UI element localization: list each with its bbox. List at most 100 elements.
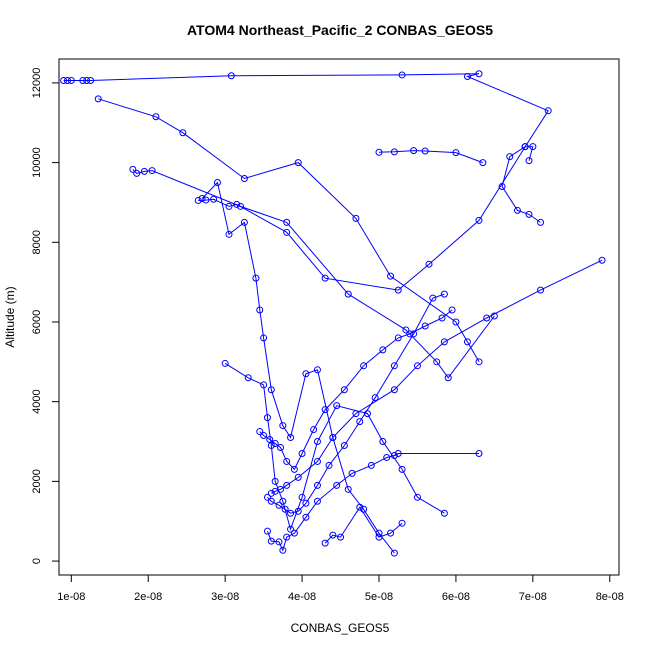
data-point bbox=[321, 406, 329, 414]
data-point bbox=[390, 386, 398, 394]
data-point bbox=[63, 77, 71, 85]
data-point bbox=[313, 497, 321, 505]
series-line-9 bbox=[267, 293, 445, 514]
data-point bbox=[263, 414, 271, 422]
y-tick-label: 0 bbox=[31, 558, 43, 564]
data-point bbox=[333, 481, 341, 489]
y-tick-label: 12000 bbox=[31, 68, 43, 99]
data-point bbox=[87, 77, 95, 85]
series-line-5 bbox=[201, 181, 395, 554]
x-axis-label: CONBAS_GEOS5 bbox=[291, 621, 390, 635]
x-tick-label: 6e-08 bbox=[442, 591, 470, 603]
y-tick-label: 10000 bbox=[31, 147, 43, 178]
data-point bbox=[383, 453, 391, 461]
data-point bbox=[321, 274, 329, 282]
data-point bbox=[298, 493, 306, 501]
data-point bbox=[356, 418, 364, 426]
x-tick-label: 1e-08 bbox=[57, 591, 85, 603]
series-line-1 bbox=[63, 73, 549, 223]
series-line-3 bbox=[132, 169, 495, 379]
data-point bbox=[348, 469, 356, 477]
data-point bbox=[440, 509, 448, 517]
data-point bbox=[294, 473, 302, 481]
data-point bbox=[390, 148, 398, 156]
data-point bbox=[260, 334, 268, 342]
data-point bbox=[140, 167, 148, 175]
data-point bbox=[298, 449, 306, 457]
data-point bbox=[452, 149, 460, 157]
y-tick-label: 6000 bbox=[31, 310, 43, 334]
data-point bbox=[421, 322, 429, 330]
x-tick-label: 3e-08 bbox=[211, 591, 239, 603]
data-point bbox=[475, 449, 483, 457]
data-point bbox=[267, 489, 275, 497]
data-point bbox=[387, 272, 395, 280]
data-point bbox=[225, 202, 233, 210]
data-point bbox=[313, 481, 321, 489]
x-tick-label: 2e-08 bbox=[134, 591, 162, 603]
data-point bbox=[313, 366, 321, 374]
data-point bbox=[421, 147, 429, 155]
data-point bbox=[198, 194, 206, 202]
series-line-6 bbox=[378, 150, 483, 164]
data-point bbox=[277, 485, 285, 493]
data-point bbox=[410, 147, 418, 155]
data-point bbox=[266, 436, 274, 444]
data-point bbox=[433, 358, 441, 366]
data-point bbox=[237, 202, 245, 210]
data-point bbox=[275, 501, 283, 509]
data-point bbox=[406, 330, 414, 338]
data-point bbox=[244, 374, 252, 382]
data-point bbox=[475, 70, 483, 78]
x-tick-label: 7e-08 bbox=[519, 591, 547, 603]
data-point bbox=[294, 507, 302, 515]
data-point bbox=[263, 527, 271, 535]
x-axis: 1e-08 2e-08 3e-08 4e-08 5e-08 6e-08 7e-08 8e-08 bbox=[57, 574, 624, 603]
x-tick-label: 8e-08 bbox=[596, 591, 624, 603]
data-point bbox=[529, 143, 537, 151]
data-point bbox=[252, 274, 260, 282]
data-point bbox=[283, 533, 291, 541]
data-point bbox=[525, 210, 533, 218]
data-point bbox=[438, 314, 446, 322]
data-point bbox=[394, 286, 402, 294]
data-point bbox=[267, 537, 275, 545]
data-point bbox=[129, 165, 137, 173]
data-point bbox=[344, 485, 352, 493]
data-point bbox=[525, 157, 533, 165]
data-point bbox=[367, 461, 375, 469]
data-point bbox=[267, 386, 275, 394]
data-point bbox=[202, 196, 210, 204]
data-point bbox=[440, 338, 448, 346]
x-tick-label: 4e-08 bbox=[288, 591, 316, 603]
data-point bbox=[360, 362, 368, 370]
data-point bbox=[221, 359, 229, 367]
data-point bbox=[148, 167, 156, 175]
series-line-7 bbox=[224, 362, 445, 531]
data-point bbox=[240, 175, 248, 183]
data-point bbox=[260, 432, 268, 440]
data-point bbox=[329, 434, 337, 442]
data-point bbox=[263, 493, 271, 501]
data-point bbox=[260, 381, 268, 389]
data-point bbox=[483, 314, 491, 322]
data-point bbox=[521, 143, 529, 151]
data-point bbox=[329, 531, 337, 539]
data-point bbox=[302, 513, 310, 521]
data-point bbox=[537, 218, 545, 226]
data-point bbox=[371, 394, 379, 402]
y-axis: 0 2000 4000 6000 8000 10000 12000 bbox=[31, 68, 60, 564]
data-point bbox=[279, 422, 287, 430]
data-point bbox=[179, 129, 187, 137]
data-point bbox=[463, 73, 471, 81]
data-point bbox=[513, 206, 521, 214]
data-point bbox=[440, 290, 448, 298]
data-point bbox=[356, 503, 364, 511]
data-point bbox=[283, 228, 291, 236]
series-line-11 bbox=[324, 506, 403, 544]
data-point bbox=[398, 519, 406, 527]
data-point bbox=[398, 71, 406, 79]
data-point bbox=[271, 477, 279, 485]
data-point bbox=[210, 195, 218, 203]
data-point bbox=[313, 438, 321, 446]
